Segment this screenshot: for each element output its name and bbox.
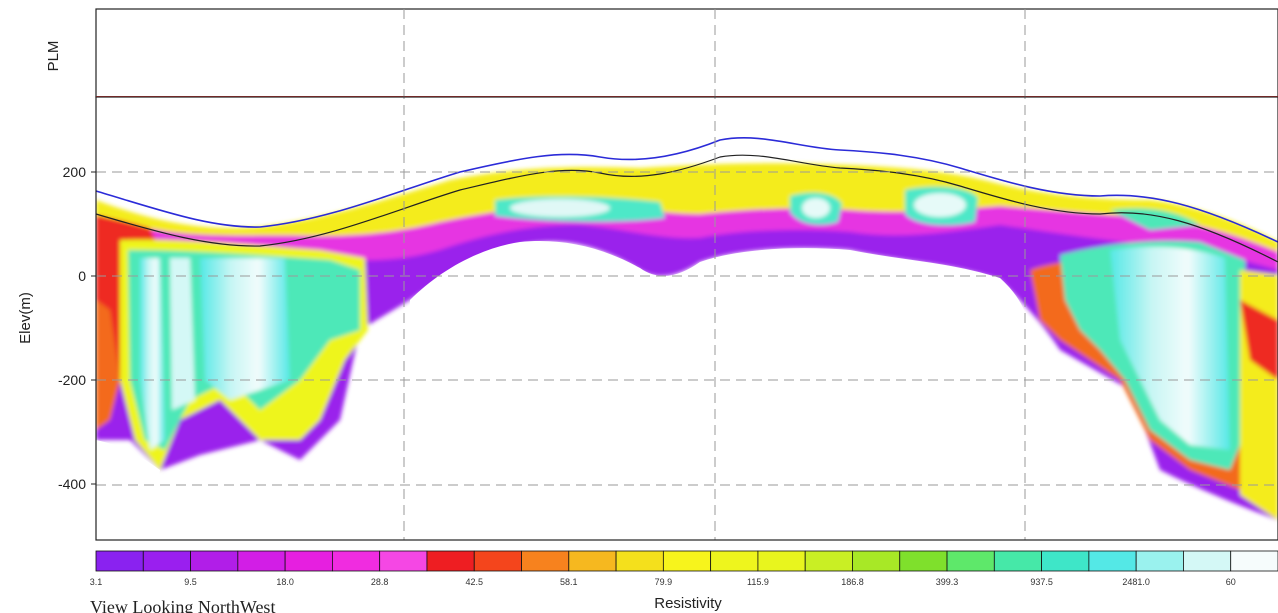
colorbar-title: Resistivity	[654, 595, 722, 612]
colorbar-tick-label: 115.9	[747, 577, 769, 587]
colorbar-tick-label: 399.3	[936, 577, 959, 587]
colorbar-swatch	[1136, 551, 1183, 571]
colorbar-swatch	[96, 551, 143, 571]
colorbar-tick-label: 42.5	[465, 577, 483, 587]
colorbar-swatch	[474, 551, 521, 571]
y-tick-label: -400	[58, 476, 86, 492]
colorbar-swatch	[1042, 551, 1089, 571]
colorbar-swatch	[805, 551, 852, 571]
colorbar-tick-label: 937.5	[1030, 577, 1053, 587]
resistivity-colorbar	[96, 551, 1278, 571]
colorbar-swatch	[994, 551, 1041, 571]
colorbar-tick-label: 60	[1226, 577, 1236, 587]
colorbar-swatch	[663, 551, 710, 571]
colorbar-tick-label: 2481.0	[1122, 577, 1150, 587]
colorbar-tick-label: 58.1	[560, 577, 578, 587]
colorbar-swatch	[758, 551, 805, 571]
colorbar-swatch	[191, 551, 238, 571]
colorbar-swatch	[380, 551, 427, 571]
y-tick-label: 200	[63, 164, 87, 180]
colorbar-tick-label: 186.8	[841, 577, 864, 587]
colorbar-swatch	[616, 551, 663, 571]
colorbar-swatch	[427, 551, 474, 571]
view-direction-caption: View Looking NorthWest	[90, 597, 275, 613]
colorbar-swatch	[1183, 551, 1230, 571]
colorbar-swatch	[522, 551, 569, 571]
y-tick-label: -200	[58, 372, 86, 388]
colorbar-tick-label: 79.9	[655, 577, 673, 587]
elevation-axis-label: Elev(m)	[17, 292, 34, 344]
colorbar-swatch	[332, 551, 379, 571]
plm-panel-frame	[96, 9, 1278, 97]
colorbar-swatch	[947, 551, 994, 571]
colorbar-tick-label: 3.1	[90, 577, 103, 587]
colorbar-tick-labels: 3.1 9.5 18.0 28.8 42.5 58.1 79.9 115.9 186.8 399.…	[90, 577, 1236, 587]
colorbar-swatch	[569, 551, 616, 571]
plm-axis-label: PLM	[45, 41, 62, 72]
y-tick-label: 0	[78, 268, 86, 284]
y-axis-ticks: 200 0 -200 -400	[58, 164, 96, 492]
colorbar-swatch	[711, 551, 758, 571]
colorbar-swatch	[143, 551, 190, 571]
colorbar-swatch	[1231, 551, 1278, 571]
colorbar-swatch	[852, 551, 899, 571]
colorbar-swatch	[238, 551, 285, 571]
colorbar-swatch	[900, 551, 947, 571]
colorbar-tick-label: 9.5	[184, 577, 197, 587]
colorbar-tick-label: 28.8	[371, 577, 389, 587]
plm-panel: PLM	[45, 9, 1278, 97]
colorbar-swatch	[1089, 551, 1136, 571]
colorbar-swatch	[285, 551, 332, 571]
colorbar-tick-label: 18.0	[276, 577, 294, 587]
